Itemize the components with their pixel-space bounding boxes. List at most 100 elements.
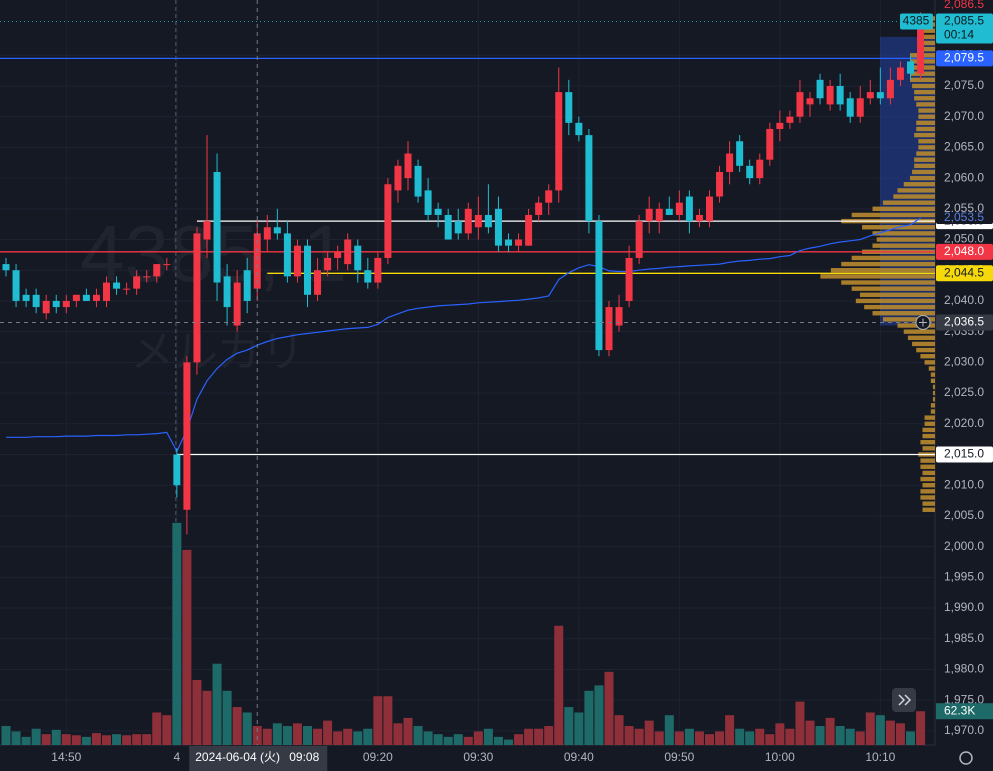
volume-bar [443,736,453,745]
volume-bar [393,723,403,745]
volume-bar [855,731,865,745]
volume-bar [473,731,483,745]
profile-bar [872,243,935,248]
profile-bar [872,206,935,212]
volume-bar [282,726,292,745]
vwap-line [6,217,921,453]
profile-bar [922,507,935,512]
settings-button[interactable] [959,751,973,765]
profile-bar [912,341,935,347]
candle-body [766,128,774,160]
candle-body [515,239,523,246]
profile-bar [841,261,935,267]
y-tick-label: 2,020.0 [944,416,984,430]
candle-body [525,214,533,246]
profile-bar [916,120,935,126]
y-tick-label: 2,025.0 [944,385,984,399]
volume-bar [343,728,353,745]
candle-body [675,202,683,215]
level-tag: 2,044.5 [944,265,984,279]
candle-body [163,264,171,266]
volume-bar [383,696,393,745]
candle-body [545,190,553,203]
volume-bar [252,726,262,745]
add-alert-icon [919,318,927,327]
level-tag: 2,079.5 [944,51,984,65]
candle-body [444,214,452,240]
vwap-tag-bg [936,212,993,225]
candle-body [846,98,854,117]
profile-bar [932,397,935,402]
volume-bar [674,731,684,745]
volume-bar [624,726,634,745]
candle-body [535,202,543,215]
profile-bar [910,175,935,181]
y-tick-label: 2,030.0 [944,355,984,369]
volume-bar [534,728,544,745]
volume-bar [493,736,503,745]
profile-bar [910,77,935,83]
candle-body [2,264,10,271]
candle-body [434,208,442,215]
volume-bar [212,663,222,745]
candle-body [756,159,764,179]
crosshair-time: 09:08 [289,750,319,764]
volume-bar [142,734,152,745]
profile-bar [930,372,935,377]
candle-body [153,264,161,277]
volume-tag-bg [936,703,993,720]
volume-bar [845,728,855,745]
candle-body [917,21,925,74]
candle-body [123,288,131,290]
candle-body [494,208,502,246]
volume-bar [182,549,192,745]
profile-bar [922,433,935,439]
volume-bar [483,728,493,745]
watermark-layer: 4385, 1 メルカリ [80,209,347,377]
candle-body [625,257,633,301]
volume-bar [222,690,232,745]
profile-bar [830,268,935,273]
candle-body [72,294,80,301]
volume-bar [514,734,524,745]
symbol-tag-bg [900,13,933,30]
x-tick-label: 09:50 [664,750,694,764]
y-tick-label: 2,000.0 [944,539,984,553]
volume-bar [614,715,624,745]
candle-body [695,214,703,222]
candle-body [635,221,643,258]
candle-body [344,239,352,265]
candle-body [223,276,231,308]
candle-body [374,257,382,283]
candle-body [62,300,70,308]
level-tag: 2,015.0 [944,447,984,461]
candle-body [82,294,90,301]
candle-body [876,92,884,99]
last-price-label: 2,085.5 [944,14,984,28]
y-tick-label: 1,980.0 [944,662,984,676]
volume-bar [91,733,101,745]
profile-bar [922,40,935,46]
level-tag: 2,048.0 [944,244,984,258]
volume-bar [232,707,242,745]
profile-bar [920,458,935,463]
candle-body [183,362,191,510]
volume-bar [152,712,162,745]
volume-bar [594,685,604,745]
volume-bar [41,734,51,745]
profile-bar [922,483,935,488]
candle-body [364,270,372,283]
candle-body [213,171,221,283]
volume-bar [745,731,755,745]
candle-body [12,270,20,301]
volume-bar [373,696,383,745]
profile-bar [918,108,935,113]
profile-bar [882,200,935,205]
level-tag-bg [936,446,993,463]
volume-bar [795,701,805,745]
profile-bar [916,347,935,353]
crosshair-time-bg [189,746,328,771]
candle-body [394,165,402,191]
candle-body [575,122,583,136]
